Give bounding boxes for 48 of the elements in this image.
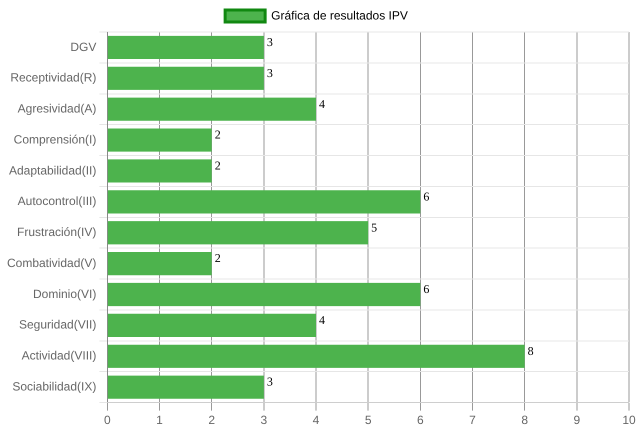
y-tick-label: Frustración(IV) [17, 225, 96, 240]
bar [108, 98, 316, 121]
bar [108, 376, 264, 399]
data-label: 2 [214, 128, 221, 142]
bar [108, 282, 420, 306]
data-label: 3 [266, 35, 273, 50]
bar [108, 314, 316, 337]
y-tick-label: Sociabilidad(IX) [12, 379, 96, 394]
x-tick-label: 5 [364, 413, 372, 428]
x-tick-label: 1 [156, 413, 164, 428]
y-tick-label: Actividad(VIII) [22, 348, 96, 363]
x-tick-label: 2 [208, 413, 216, 428]
x-tick-label: 3 [260, 413, 268, 428]
bar [108, 221, 368, 244]
data-label: 8 [528, 344, 534, 358]
data-label: 5 [371, 220, 378, 234]
bar [108, 128, 212, 152]
bar [108, 344, 525, 368]
x-tick-label: 9 [573, 413, 580, 428]
bar [108, 190, 420, 214]
bar [108, 36, 264, 60]
y-tick-label: DGV [70, 40, 96, 54]
x-tick-label: 4 [312, 413, 320, 428]
data-label: 6 [423, 189, 430, 204]
x-tick-label: 7 [469, 413, 476, 428]
bar [108, 159, 212, 183]
y-tick-label: Receptividad(R) [10, 70, 96, 85]
legend-label: Gráfica de resultados IPV [271, 8, 408, 22]
x-tick-label: 10 [622, 413, 636, 428]
x-tick-label: 0 [104, 413, 112, 428]
data-label: 6 [423, 282, 430, 296]
y-tick-label: Dominio(VI) [33, 286, 96, 301]
y-tick-label: Adaptabilidad(II) [8, 163, 96, 178]
data-label: 3 [266, 374, 273, 389]
y-tick-label: Autocontrol(III) [18, 194, 96, 208]
x-tick-label: 8 [521, 413, 528, 428]
data-label: 2 [214, 251, 221, 266]
y-tick-label: Combatividad(V) [6, 256, 96, 270]
y-tick-label: Seguridad(VII) [18, 318, 96, 332]
data-label: 4 [319, 96, 326, 111]
y-tick-label: Agresividad(A) [18, 102, 96, 116]
data-label: 3 [266, 66, 273, 80]
y-tick-label: Comprensión(I) [14, 132, 96, 146]
x-tick-label: 6 [417, 413, 424, 428]
data-label: 4 [319, 312, 326, 327]
bar [108, 66, 264, 90]
bar [108, 252, 212, 276]
data-label: 2 [214, 158, 221, 173]
